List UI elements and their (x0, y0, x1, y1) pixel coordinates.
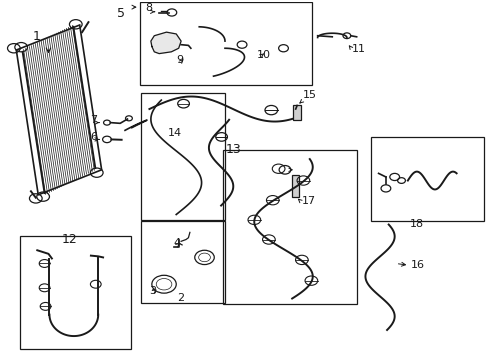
Bar (20, 235, 131, 348)
Text: 8: 8 (145, 3, 152, 13)
Text: 12: 12 (61, 233, 77, 246)
Text: 14: 14 (167, 128, 181, 138)
Text: 18: 18 (409, 219, 424, 229)
Bar (140, 3, 311, 85)
Bar (291, 175, 298, 197)
Text: 6: 6 (90, 132, 97, 142)
Text: 11: 11 (351, 44, 365, 54)
Bar (222, 150, 356, 304)
Text: 4: 4 (173, 238, 180, 248)
Text: 7: 7 (90, 115, 97, 125)
Text: 15: 15 (303, 90, 316, 100)
Text: 10: 10 (256, 50, 270, 60)
Text: 13: 13 (225, 143, 241, 156)
Text: 17: 17 (302, 197, 316, 207)
Text: 3: 3 (149, 286, 156, 296)
Text: 5: 5 (117, 7, 125, 20)
Bar (141, 93, 224, 220)
Bar (370, 136, 484, 221)
Bar (141, 221, 224, 303)
Text: 1: 1 (32, 30, 40, 43)
Text: 9: 9 (176, 55, 183, 65)
Text: 2: 2 (177, 293, 184, 303)
Bar (293, 105, 301, 121)
Text: 16: 16 (410, 260, 425, 270)
Polygon shape (151, 32, 181, 54)
